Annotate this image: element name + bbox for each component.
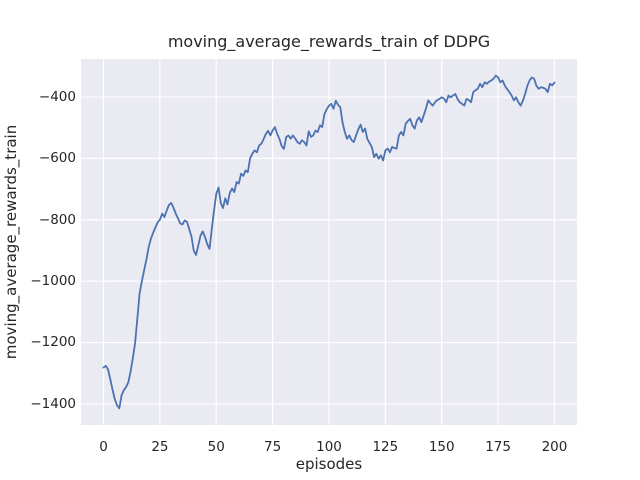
y-tick-label: −1000	[30, 273, 76, 290]
x-tick-label: 150	[428, 439, 455, 455]
data-line	[102, 74, 556, 410]
y-tick-label: −400	[38, 89, 76, 106]
x-tick-label: 100	[316, 439, 342, 455]
chart-title: moving_average_rewards_train of DDPG	[167, 32, 491, 51]
x-tick-label: 125	[372, 439, 399, 455]
y-tick-label: −1200	[30, 334, 76, 351]
x-tick-label: 25	[151, 439, 169, 455]
x-tick-label: 200	[541, 439, 568, 455]
x-tick-label: 50	[207, 439, 225, 455]
y-tick-label: −800	[38, 211, 76, 228]
y-tick-label: −1400	[30, 395, 76, 412]
x-tick-label: 75	[264, 439, 282, 455]
x-tick-label: 175	[485, 439, 511, 455]
x-tick-label: 0	[99, 439, 108, 455]
x-axis-label: episodes	[295, 455, 363, 473]
y-tick-label: −600	[38, 150, 76, 167]
